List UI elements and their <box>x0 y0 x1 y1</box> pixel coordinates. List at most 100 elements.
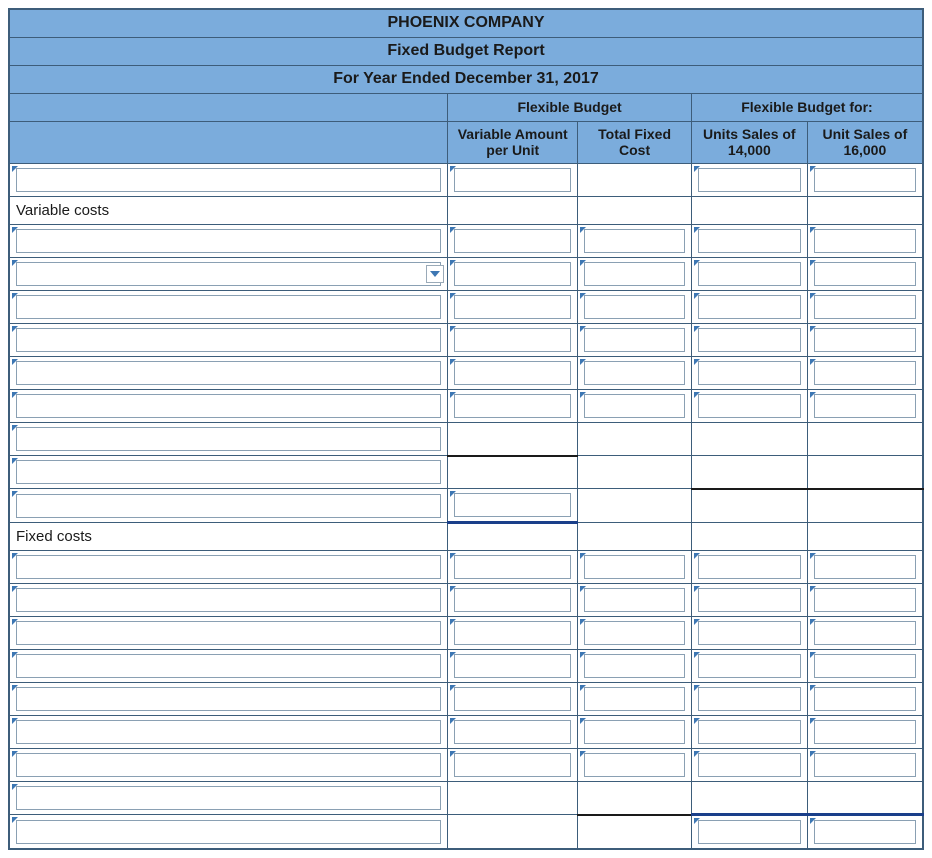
cell-input[interactable] <box>454 361 571 385</box>
line-item-input[interactable] <box>16 394 441 418</box>
cell-input[interactable] <box>454 168 571 192</box>
cell-input[interactable] <box>454 720 571 744</box>
cell-input[interactable] <box>698 753 801 777</box>
cell-input[interactable] <box>584 654 685 678</box>
cell-input[interactable] <box>454 687 571 711</box>
cell-input[interactable] <box>698 588 801 612</box>
table-row <box>9 782 923 815</box>
col-sub-units-14000: Units Sales of 14,000 <box>691 121 807 164</box>
line-item-dropdown-input[interactable] <box>16 262 441 286</box>
cell-input[interactable] <box>814 262 916 286</box>
cell-input[interactable] <box>454 621 571 645</box>
table-row: Fixed costs <box>9 523 923 551</box>
line-item-input[interactable] <box>16 621 441 645</box>
variable-costs-label: Variable costs <box>9 197 448 225</box>
line-item-input[interactable] <box>16 753 441 777</box>
line-item-input[interactable] <box>16 494 441 518</box>
table-row <box>9 749 923 782</box>
col-sub-units-16000: Unit Sales of 16,000 <box>807 121 923 164</box>
cell-input[interactable] <box>814 820 916 844</box>
table-row <box>9 815 923 850</box>
cell-input[interactable] <box>698 168 801 192</box>
cell-input[interactable] <box>454 654 571 678</box>
line-item-input[interactable] <box>16 328 441 352</box>
cell-input[interactable] <box>698 229 801 253</box>
line-item-input[interactable] <box>16 427 441 451</box>
cell-input[interactable] <box>814 654 916 678</box>
cell-input[interactable] <box>814 361 916 385</box>
cell-input[interactable] <box>814 394 916 418</box>
line-item-input[interactable] <box>16 654 441 678</box>
cell-input[interactable] <box>454 229 571 253</box>
table-row <box>9 423 923 456</box>
fixed-costs-label: Fixed costs <box>9 523 448 551</box>
line-item-input[interactable] <box>16 720 441 744</box>
cell-input[interactable] <box>584 394 685 418</box>
cell-input[interactable] <box>584 262 685 286</box>
cell-input[interactable] <box>584 687 685 711</box>
cell-input[interactable] <box>814 621 916 645</box>
cell-input[interactable] <box>584 588 685 612</box>
sales-label-input[interactable] <box>16 168 441 192</box>
cell-input[interactable] <box>584 753 685 777</box>
cell-input[interactable] <box>698 555 801 579</box>
table-row <box>9 716 923 749</box>
cell-input[interactable] <box>814 229 916 253</box>
cell-input[interactable] <box>454 753 571 777</box>
cell-input[interactable] <box>454 328 571 352</box>
line-item-input[interactable] <box>16 786 441 810</box>
period-title: For Year Ended December 31, 2017 <box>9 65 923 93</box>
cell-input[interactable] <box>698 621 801 645</box>
table-row <box>9 225 923 258</box>
cell-input[interactable] <box>814 295 916 319</box>
cell-input[interactable] <box>814 720 916 744</box>
dropdown-button[interactable] <box>426 265 444 283</box>
cell-input[interactable] <box>698 687 801 711</box>
cell-input[interactable] <box>454 295 571 319</box>
cell-input[interactable] <box>814 687 916 711</box>
table-row <box>9 258 923 291</box>
cell-input[interactable] <box>698 820 801 844</box>
table-row <box>9 390 923 423</box>
report-title: Fixed Budget Report <box>9 37 923 65</box>
table-row <box>9 489 923 523</box>
cell-input[interactable] <box>584 361 685 385</box>
budget-report-table: PHOENIX COMPANY Fixed Budget Report For … <box>8 8 924 850</box>
cell-input[interactable] <box>584 295 685 319</box>
cell-input[interactable] <box>454 588 571 612</box>
table-row <box>9 324 923 357</box>
cell-input[interactable] <box>454 262 571 286</box>
table-row <box>9 164 923 197</box>
line-item-input[interactable] <box>16 229 441 253</box>
line-item-input[interactable] <box>16 588 441 612</box>
line-item-input[interactable] <box>16 361 441 385</box>
cell-input[interactable] <box>584 328 685 352</box>
cell-input[interactable] <box>454 394 571 418</box>
cell-input[interactable] <box>454 493 571 517</box>
cell-input[interactable] <box>698 262 801 286</box>
cell-input[interactable] <box>698 720 801 744</box>
cell-input[interactable] <box>698 361 801 385</box>
table-row <box>9 551 923 584</box>
cell-input[interactable] <box>814 328 916 352</box>
cell-input[interactable] <box>698 295 801 319</box>
cell-input[interactable] <box>698 654 801 678</box>
cell-input[interactable] <box>814 753 916 777</box>
cell-input[interactable] <box>814 588 916 612</box>
cell-input[interactable] <box>698 394 801 418</box>
company-title: PHOENIX COMPANY <box>9 9 923 37</box>
line-item-input[interactable] <box>16 687 441 711</box>
line-item-input[interactable] <box>16 555 441 579</box>
line-item-input[interactable] <box>16 295 441 319</box>
cell-input[interactable] <box>584 229 685 253</box>
cell-input[interactable] <box>584 720 685 744</box>
cell-input[interactable] <box>814 555 916 579</box>
col-sub-blank <box>9 121 448 164</box>
cell-input[interactable] <box>584 555 685 579</box>
cell-input[interactable] <box>814 168 916 192</box>
line-item-input[interactable] <box>16 460 441 484</box>
cell-input[interactable] <box>584 621 685 645</box>
cell-input[interactable] <box>698 328 801 352</box>
line-item-input[interactable] <box>16 820 441 844</box>
cell-input[interactable] <box>454 555 571 579</box>
